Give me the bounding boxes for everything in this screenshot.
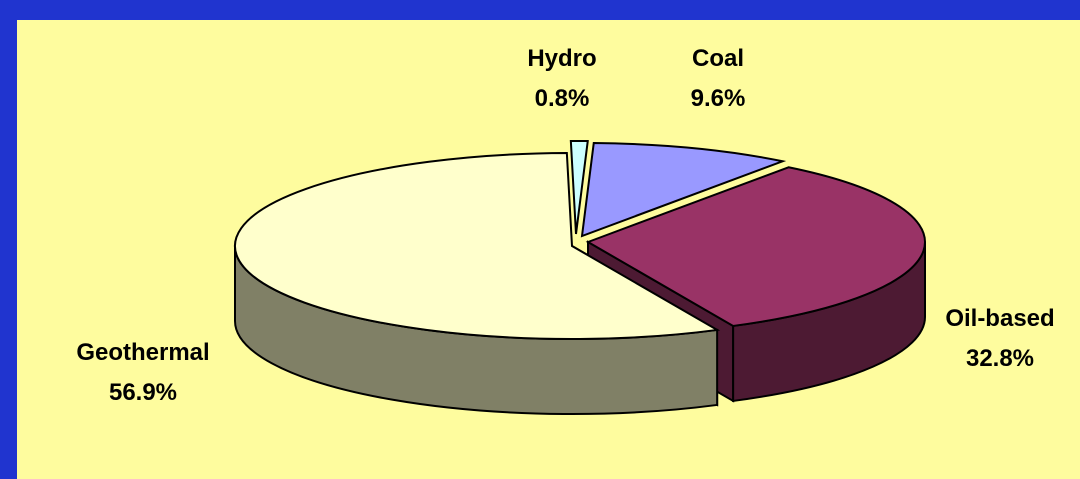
pie-slice-coal (580, 142, 787, 238)
label-category-hydro: Hydro (527, 45, 596, 72)
label-value-coal: 9.6% (691, 85, 746, 112)
pie-labels: Coal 9.6% Oil-based 32.8% Geothermal 56.9% Hyd… (76, 45, 1054, 406)
label-value-hydro: 0.8% (535, 85, 590, 112)
pie-slice-oil-based (585, 166, 926, 327)
label-value-geothermal: 56.9% (109, 379, 177, 406)
label-value-oil-based: 32.8% (966, 345, 1034, 372)
pie-slice-hydro (569, 140, 589, 235)
pie-slice-geothermal (234, 152, 721, 340)
pie-slices (234, 140, 926, 340)
label-category-geothermal: Geothermal (76, 339, 209, 366)
label-category-oil-based: Oil-based (945, 305, 1054, 332)
label-category-coal: Coal (692, 45, 744, 72)
